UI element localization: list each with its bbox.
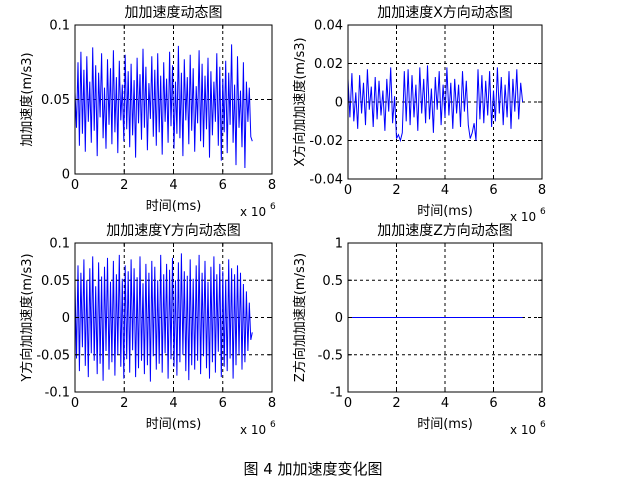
x-tick-label: 8 xyxy=(268,396,276,411)
x-tick-label: 6 xyxy=(489,396,497,411)
x-exponent-power: 6 xyxy=(540,420,546,430)
x-tick-label: 6 xyxy=(489,183,497,198)
x-exponent-label: x 10 xyxy=(240,423,266,437)
x-tick-label: 0 xyxy=(344,183,352,198)
x-axis-label: 时间(ms) xyxy=(417,417,473,432)
y-tick-label: 0.05 xyxy=(41,274,70,289)
x-tick-label: 0 xyxy=(71,178,79,193)
x-tick-label: 0 xyxy=(344,396,352,411)
x-tick-label: 4 xyxy=(441,396,449,411)
x-tick-label: 4 xyxy=(169,178,177,193)
x-exponent-power: 6 xyxy=(270,420,276,430)
y-tick-label: 0 xyxy=(62,168,70,183)
y-tick-label: -1 xyxy=(330,386,343,401)
y-tick-label: -0.02 xyxy=(309,134,343,149)
y-axis-label: 加加速度(m/s3) xyxy=(19,52,35,146)
y-tick-label: 0 xyxy=(335,311,343,326)
y-tick-label: -0.5 xyxy=(318,348,343,363)
y-tick-label: 0.04 xyxy=(314,19,343,34)
series-line xyxy=(74,253,253,382)
y-tick-label: -0.1 xyxy=(45,386,70,401)
chart-title: 加加速度Y方向动态图 xyxy=(106,223,241,239)
x-tick-label: 8 xyxy=(268,178,276,193)
y-axis-label: Z方向加加速度(m/s3) xyxy=(292,253,308,382)
x-axis-label: 时间(ms) xyxy=(146,417,202,432)
x-tick-label: 2 xyxy=(120,396,128,411)
y-tick-label: 0.02 xyxy=(314,57,343,72)
x-tick-label: 4 xyxy=(441,183,449,198)
chart-title: 加加速度Z方向动态图 xyxy=(377,223,513,239)
x-tick-label: 8 xyxy=(538,396,546,411)
x-axis-label: 时间(ms) xyxy=(417,204,473,219)
y-tick-label: 1 xyxy=(335,237,343,252)
x-exponent-power: 6 xyxy=(270,202,276,212)
chart-title: 加加速度动态图 xyxy=(125,5,223,21)
x-tick-label: 0 xyxy=(71,396,79,411)
y-tick-label: 0 xyxy=(62,311,70,326)
y-tick-label: -0.04 xyxy=(309,173,343,188)
y-axis-label: Y方向加加速度(m/s3) xyxy=(19,253,35,382)
x-tick-label: 2 xyxy=(120,178,128,193)
x-tick-label: 4 xyxy=(169,396,177,411)
figure-caption: 图 4 加加速度变化图 xyxy=(243,460,383,478)
series-line xyxy=(347,65,524,143)
x-tick-label: 2 xyxy=(392,183,400,198)
y-tick-label: 0.1 xyxy=(49,19,70,34)
x-tick-label: 6 xyxy=(219,178,227,193)
y-tick-label: 0.1 xyxy=(49,237,70,252)
y-axis-label: X方向加加速度(m/s3) xyxy=(292,37,308,166)
chart-title: 加加速度X方向动态图 xyxy=(377,5,513,21)
y-tick-label: 0 xyxy=(335,96,343,111)
y-tick-label: 0.5 xyxy=(322,274,343,289)
x-exponent-power: 6 xyxy=(540,207,546,217)
y-tick-label: -0.05 xyxy=(36,348,70,363)
x-exponent-label: x 10 xyxy=(510,423,536,437)
chart-panel-2: 0 2 4 6 8 -0.04 -0.02 0 0.02 0.04 加加速度X方向动态图时间(ms)… xyxy=(292,5,546,224)
x-exponent-label: x 10 xyxy=(510,210,536,224)
series-line xyxy=(74,44,253,169)
x-tick-label: 6 xyxy=(219,396,227,411)
x-exponent-label: x 10 xyxy=(240,205,266,219)
x-tick-label: 2 xyxy=(392,396,400,411)
x-tick-label: 8 xyxy=(538,183,546,198)
x-axis-label: 时间(ms) xyxy=(146,199,202,214)
y-tick-label: 0.05 xyxy=(41,93,70,108)
